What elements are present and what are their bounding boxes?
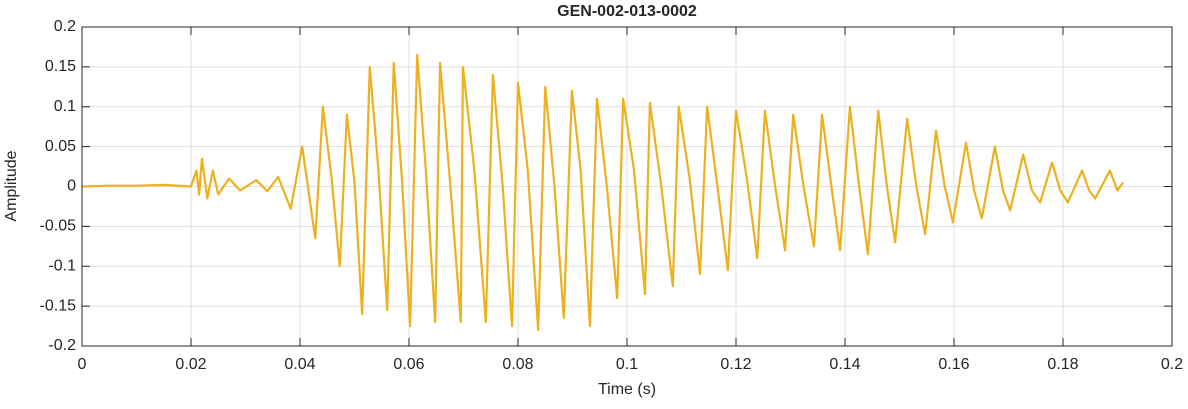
x-tick-label: 0.04 [284,356,315,373]
chart-title: GEN-002-013-0002 [557,3,697,20]
y-tick-label: 0.05 [45,138,76,155]
y-tick-label: -0.1 [48,257,76,274]
y-tick-label: 0.1 [54,98,76,115]
y-tick-label: 0 [67,178,76,195]
x-tick-label: 0.16 [938,356,969,373]
x-tick-label: 0.1 [616,356,638,373]
y-tick-label: -0.15 [40,297,77,314]
waveform-line [81,53,1124,332]
x-tick-label: 0 [78,356,87,373]
x-tick-label: 0.14 [829,356,860,373]
x-axis-label: Time (s) [598,381,656,398]
x-tick-label: 0.02 [175,356,206,373]
x-tick-label: 0.2 [1161,356,1183,373]
x-tick-label: 0.08 [502,356,533,373]
x-tick-label: 0.12 [720,356,751,373]
axes-box [81,26,1173,347]
x-tick-label: 0.18 [1047,356,1078,373]
y-tick-label: -0.05 [40,218,77,235]
y-tick-label: 0.15 [45,58,76,75]
y-axis-label: Amplitude [3,150,20,221]
x-tick-label: 0.06 [393,356,424,373]
y-tick-label: 0.2 [54,18,76,35]
y-tick-label: -0.2 [48,337,76,354]
